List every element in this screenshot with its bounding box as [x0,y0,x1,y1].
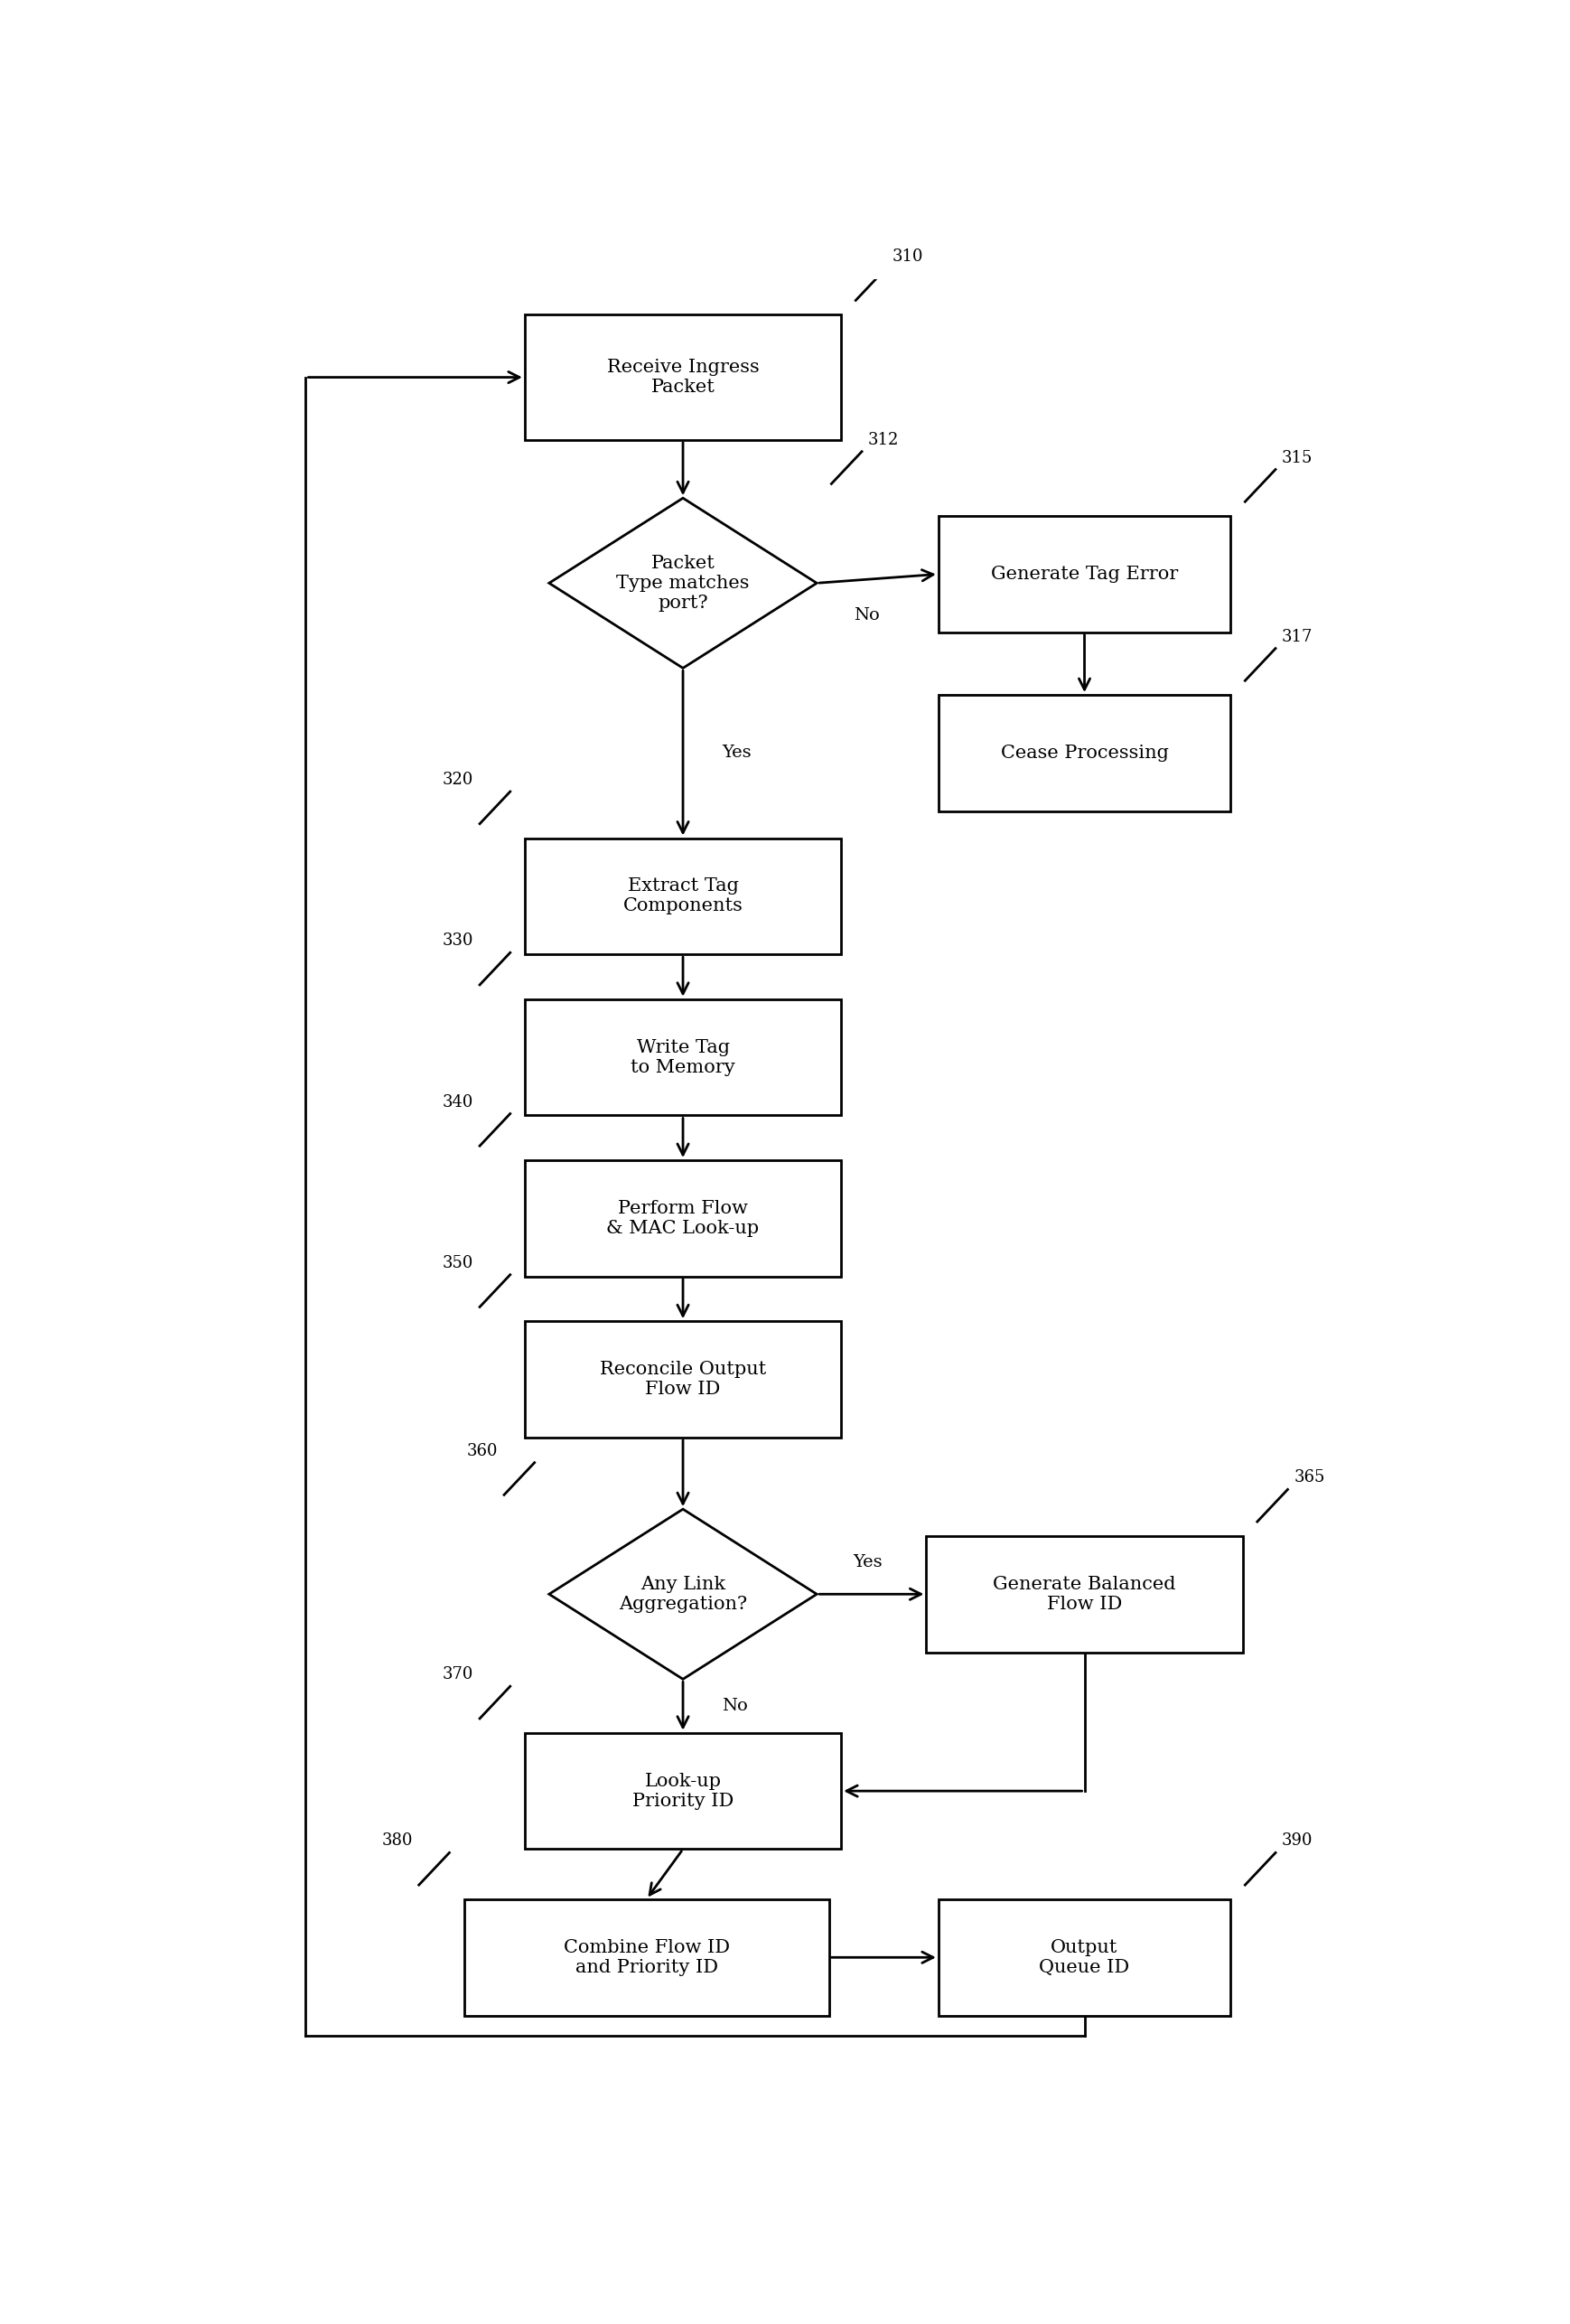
Text: 310: 310 [892,249,923,265]
Text: 315: 315 [1281,449,1313,465]
Text: 360: 360 [466,1443,498,1459]
Text: Output
Queue ID: Output Queue ID [1039,1938,1130,1975]
Text: Cease Processing: Cease Processing [1000,744,1168,762]
Polygon shape [550,1508,816,1680]
FancyBboxPatch shape [524,839,842,955]
Text: 320: 320 [443,772,474,788]
Text: Perform Flow
& MAC Look-up: Perform Flow & MAC Look-up [606,1199,760,1236]
FancyBboxPatch shape [926,1536,1243,1652]
FancyBboxPatch shape [524,314,842,439]
Text: Look-up
Priority ID: Look-up Priority ID [633,1773,733,1810]
Text: 350: 350 [443,1255,474,1271]
Text: Yes: Yes [722,746,752,762]
Text: 370: 370 [443,1666,474,1683]
FancyBboxPatch shape [524,1322,842,1439]
FancyBboxPatch shape [939,695,1231,811]
Text: 317: 317 [1281,627,1313,644]
FancyBboxPatch shape [524,999,842,1116]
Text: Yes: Yes [854,1555,882,1571]
FancyBboxPatch shape [939,1899,1231,2015]
Text: Combine Flow ID
and Priority ID: Combine Flow ID and Priority ID [564,1938,730,1975]
Text: Packet
Type matches
port?: Packet Type matches port? [617,555,749,611]
FancyBboxPatch shape [524,1734,842,1850]
Text: 330: 330 [443,932,474,948]
Text: Write Tag
to Memory: Write Tag to Memory [631,1039,735,1076]
FancyBboxPatch shape [524,1160,842,1276]
FancyBboxPatch shape [939,516,1231,632]
Text: 340: 340 [443,1095,474,1111]
Text: 365: 365 [1294,1469,1325,1485]
Text: Extract Tag
Components: Extract Tag Components [623,878,743,916]
Text: No: No [722,1699,747,1715]
Text: Generate Balanced
Flow ID: Generate Balanced Flow ID [992,1576,1176,1613]
Text: 312: 312 [868,432,900,449]
Text: No: No [854,607,879,623]
Text: 380: 380 [382,1834,413,1850]
Text: Reconcile Output
Flow ID: Reconcile Output Flow ID [600,1362,766,1399]
Text: Generate Tag Error: Generate Tag Error [991,565,1178,583]
Polygon shape [550,497,816,667]
Text: Receive Ingress
Packet: Receive Ingress Packet [606,358,760,395]
Text: 390: 390 [1281,1834,1313,1850]
Text: Any Link
Aggregation?: Any Link Aggregation? [619,1576,747,1613]
FancyBboxPatch shape [465,1899,829,2015]
